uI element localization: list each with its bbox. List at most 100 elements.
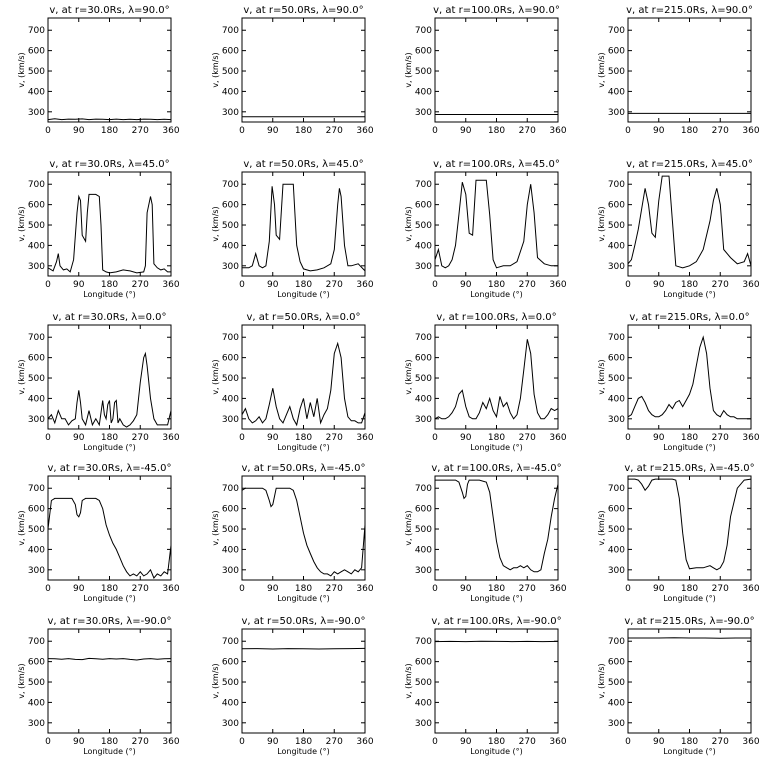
panel-title: v, at r=30.0Rs, λ=0.0°	[53, 312, 167, 323]
y-tick-label: 600	[28, 201, 45, 211]
y-tick-label: 600	[222, 658, 239, 668]
y-tick-label: 300	[222, 415, 239, 425]
panel-11: v, at r=100.0Rs, λ=0.0° 0 90 180 270 360 300 40…	[404, 312, 567, 452]
plot-frame	[241, 17, 366, 123]
x-axis-label: Longitude (°)	[470, 594, 523, 603]
panel-title: v, at r=30.0Rs, λ=90.0°	[49, 5, 169, 16]
y-tick-label: 400	[608, 545, 625, 555]
series-line	[48, 657, 171, 661]
x-tick-label: 0	[432, 126, 438, 136]
y-tick-label: 500	[415, 525, 432, 535]
x-tick-label: 0	[239, 433, 245, 443]
y-tick-label: 500	[222, 525, 239, 535]
y-tick-label: 300	[415, 108, 432, 118]
series-line	[628, 335, 751, 420]
y-tick-label: 700	[28, 484, 45, 494]
x-tick-label: 90	[460, 433, 472, 443]
panel-8: v, at r=215.0Rs, λ=45.0° 0 90 180 270 360 300 4…	[597, 159, 760, 299]
y-tick-label: 500	[28, 221, 45, 231]
x-tick-label: 0	[625, 126, 631, 136]
x-axis-label: Longitude (°)	[470, 747, 523, 756]
panel-9: v, at r=30.0Rs, λ=0.0° 0 90 180 270 360 300 400…	[17, 312, 180, 452]
y-tick-label: 400	[222, 698, 239, 708]
panel-title: v, at r=215.0Rs, λ=-45.0°	[624, 463, 754, 474]
y-tick-label: 600	[415, 505, 432, 515]
panel-title: v, at r=50.0Rs, λ=90.0°	[243, 5, 363, 16]
x-tick-label: 180	[101, 584, 118, 594]
panel-12: v, at r=215.0Rs, λ=0.0° 0 90 180 270 360 300 40…	[597, 312, 760, 452]
y-tick-label: 300	[415, 719, 432, 729]
x-tick-label: 270	[519, 126, 536, 136]
plot-frame	[627, 324, 752, 430]
y-axis-label: v, (km/s)	[17, 206, 26, 241]
y-tick-label: 600	[28, 658, 45, 668]
y-axis-label: v, (km/s)	[404, 206, 413, 241]
plot-frame	[434, 475, 559, 581]
plot-frame	[627, 475, 752, 581]
y-tick-label: 300	[608, 566, 625, 576]
x-tick-label: 0	[45, 280, 51, 290]
plot-frame	[241, 628, 366, 734]
y-tick-label: 500	[608, 678, 625, 688]
x-tick-label: 360	[549, 126, 566, 136]
y-tick-label: 500	[608, 221, 625, 231]
x-tick-label: 270	[326, 737, 343, 747]
y-tick-label: 300	[415, 415, 432, 425]
y-tick-label: 500	[415, 67, 432, 77]
x-axis-label: Longitude (°)	[277, 443, 330, 452]
x-tick-label: 0	[239, 584, 245, 594]
y-tick-label: 300	[608, 108, 625, 118]
y-tick-label: 300	[28, 415, 45, 425]
y-tick-label: 400	[608, 698, 625, 708]
y-tick-label: 400	[28, 87, 45, 97]
x-tick-label: 270	[712, 126, 729, 136]
y-axis-label: v, (km/s)	[404, 359, 413, 394]
y-tick-label: 500	[415, 374, 432, 384]
x-tick-label: 90	[460, 584, 472, 594]
x-tick-label: 180	[681, 584, 698, 594]
series-line	[242, 341, 365, 427]
y-tick-label: 700	[28, 26, 45, 36]
x-tick-label: 90	[653, 584, 665, 594]
panel-title: v, at r=100.0Rs, λ=-90.0°	[431, 616, 561, 627]
x-tick-label: 180	[101, 737, 118, 747]
y-tick-label: 300	[222, 262, 239, 272]
panel-1: v, at r=30.0Rs, λ=90.0° 0 90 180 270 360 300 40…	[17, 5, 180, 136]
y-tick-label: 300	[28, 108, 45, 118]
series-line	[242, 487, 365, 577]
x-tick-label: 270	[712, 737, 729, 747]
x-tick-label: 360	[742, 737, 759, 747]
x-tick-label: 0	[239, 126, 245, 136]
x-tick-label: 360	[162, 584, 179, 594]
y-tick-label: 600	[28, 354, 45, 364]
y-axis-label: v, (km/s)	[597, 510, 606, 545]
y-tick-label: 500	[608, 525, 625, 535]
y-tick-label: 600	[222, 47, 239, 57]
y-tick-label: 600	[415, 47, 432, 57]
y-tick-label: 700	[415, 180, 432, 190]
x-tick-label: 180	[295, 433, 312, 443]
x-axis-label: Longitude (°)	[470, 290, 523, 299]
y-tick-label: 500	[28, 67, 45, 77]
panel-title: v, at r=215.0Rs, λ=45.0°	[626, 159, 753, 170]
y-tick-label: 700	[415, 333, 432, 343]
x-axis-label: Longitude (°)	[83, 290, 136, 299]
y-tick-label: 500	[608, 374, 625, 384]
y-tick-label: 600	[608, 47, 625, 57]
y-tick-label: 700	[222, 637, 239, 647]
x-tick-label: 0	[45, 584, 51, 594]
x-tick-label: 360	[162, 126, 179, 136]
plot-frame	[434, 628, 559, 734]
y-tick-label: 600	[608, 354, 625, 364]
panel-title: v, at r=30.0Rs, λ=-45.0°	[48, 463, 172, 474]
y-tick-label: 500	[222, 678, 239, 688]
y-axis-label: v, (km/s)	[211, 52, 220, 87]
series-line	[48, 193, 171, 274]
series-line	[48, 118, 171, 121]
y-tick-label: 400	[222, 241, 239, 251]
y-tick-label: 700	[222, 484, 239, 494]
x-tick-label: 90	[73, 280, 85, 290]
y-tick-label: 600	[608, 505, 625, 515]
x-tick-label: 0	[625, 433, 631, 443]
y-tick-label: 400	[28, 545, 45, 555]
